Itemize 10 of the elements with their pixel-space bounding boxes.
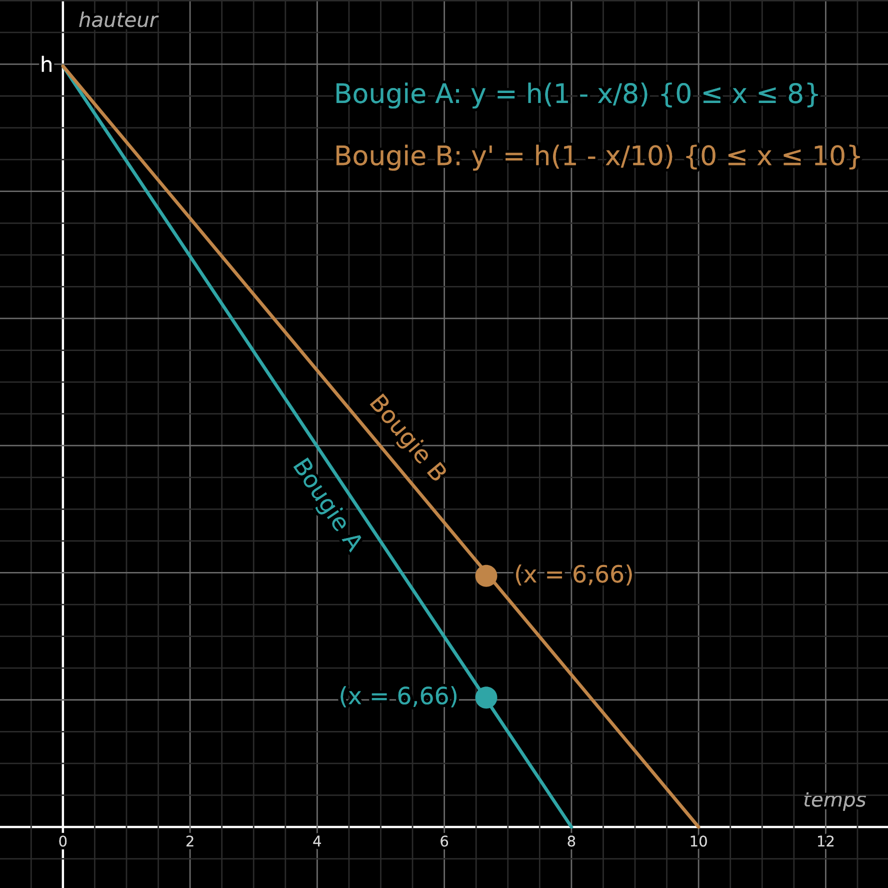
x-tick-label: 12 <box>818 836 834 846</box>
x-tick-label: 8 <box>568 836 576 847</box>
x-tick-label: 10 <box>690 836 707 847</box>
x-tick-label: 4 <box>313 836 322 846</box>
y-axis-title: hauteur <box>79 12 159 28</box>
text: Bougie B: y' = h(1 - x/10) {0 ≤ x ≤ 10} <box>336 144 860 171</box>
text: Bougie A: y = h(1 - x/8) {0 ≤ x ≤ 8} <box>336 82 818 109</box>
x-tick-label: 6 <box>440 836 448 847</box>
annotation: h <box>42 56 52 72</box>
x-tick-label: 2 <box>186 836 194 846</box>
